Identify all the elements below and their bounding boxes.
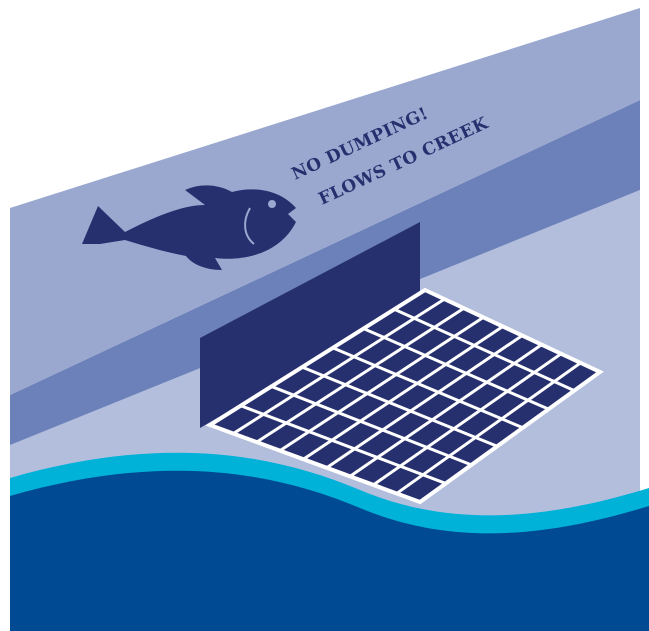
fish-gill [244, 207, 255, 245]
grate-bar [395, 361, 582, 495]
water-dark [10, 470, 649, 631]
grate-bar [232, 297, 446, 435]
grate-bar [362, 327, 550, 411]
grate-bar [255, 306, 465, 444]
drain-opening [200, 222, 420, 428]
grate-bar [349, 343, 543, 478]
fish [82, 185, 296, 270]
grate-bar [279, 316, 485, 452]
curb-top [10, 8, 640, 395]
grate-bar [270, 385, 472, 467]
grate-bar [302, 325, 504, 461]
grate-bar [325, 334, 524, 470]
grate-bars [232, 297, 582, 495]
grate-bar [240, 404, 447, 485]
grate-bar [301, 365, 498, 448]
grate-bar [332, 346, 524, 430]
fish-eye [268, 200, 276, 208]
grate-bar [393, 307, 575, 392]
grate-bar [372, 352, 562, 487]
